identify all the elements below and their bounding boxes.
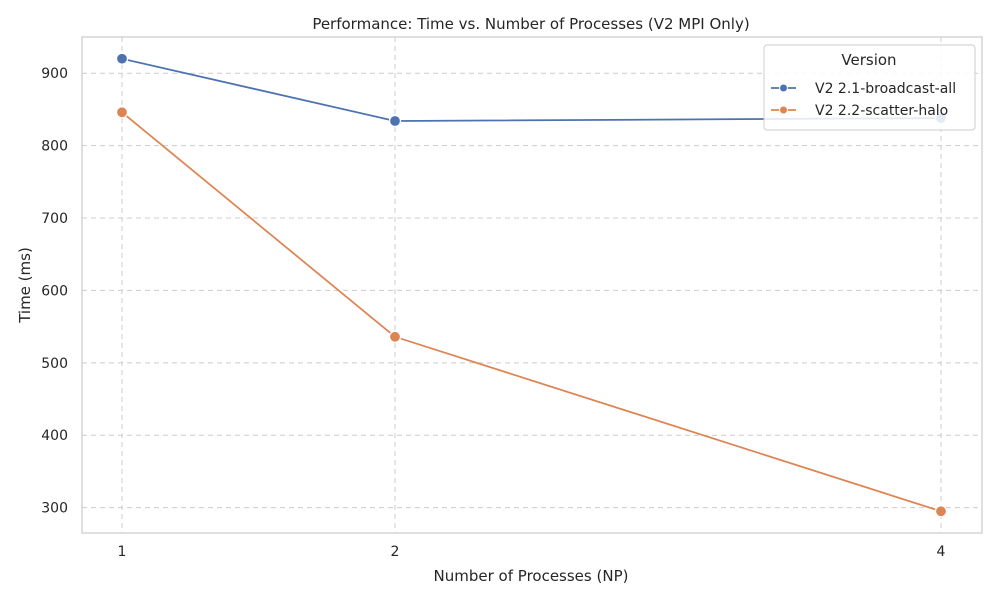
y-tick-label: 500	[41, 356, 68, 372]
data-point	[388, 114, 402, 128]
x-tick-label: 2	[391, 544, 400, 560]
data-point	[388, 330, 402, 343]
y-tick-label: 300	[41, 501, 68, 517]
series-group	[115, 106, 948, 518]
y-axis-label: Time (ms)	[16, 247, 34, 324]
legend-box	[763, 44, 976, 131]
x-tick-label: 1	[118, 544, 127, 560]
y-tick-label: 900	[41, 66, 68, 82]
x-tick-labels: 1 2 4	[118, 544, 946, 560]
y-tick-label: 600	[41, 283, 68, 299]
legend-entries: V2 2.1-broadcast-all V2 2.2-scatter-halo	[771, 81, 956, 119]
series-line	[121, 111, 942, 513]
data-point	[934, 505, 948, 518]
legend-entry: V2 2.2-scatter-halo	[771, 103, 948, 119]
legend-label: V2 2.2-scatter-halo	[815, 103, 948, 119]
legend-swatch-marker	[779, 105, 788, 115]
legend-swatch-marker	[779, 83, 788, 93]
series-group	[115, 52, 948, 128]
y-tick-label: 700	[41, 211, 68, 227]
y-tick-label: 400	[41, 428, 68, 444]
plot-frame	[81, 36, 983, 534]
x-axis-label: Number of Processes (NP)	[434, 567, 629, 585]
legend-title: Version	[841, 51, 896, 69]
data-point	[115, 52, 129, 65]
legend-entry: V2 2.1-broadcast-all	[771, 81, 956, 97]
y-tick-labels: 300 400 500 600 700 800 900	[41, 66, 68, 516]
y-tick-label: 800	[41, 139, 68, 155]
legend: Version V2 2.1-broadcast-all V2 2.2-scatt…	[763, 44, 976, 131]
data-point	[115, 106, 129, 119]
chart-title: Performance: Time vs. Number of Processe…	[312, 15, 749, 33]
series-layer	[115, 52, 948, 518]
legend-label: V2 2.1-broadcast-all	[815, 81, 956, 97]
x-tick-label: 4	[937, 544, 946, 560]
